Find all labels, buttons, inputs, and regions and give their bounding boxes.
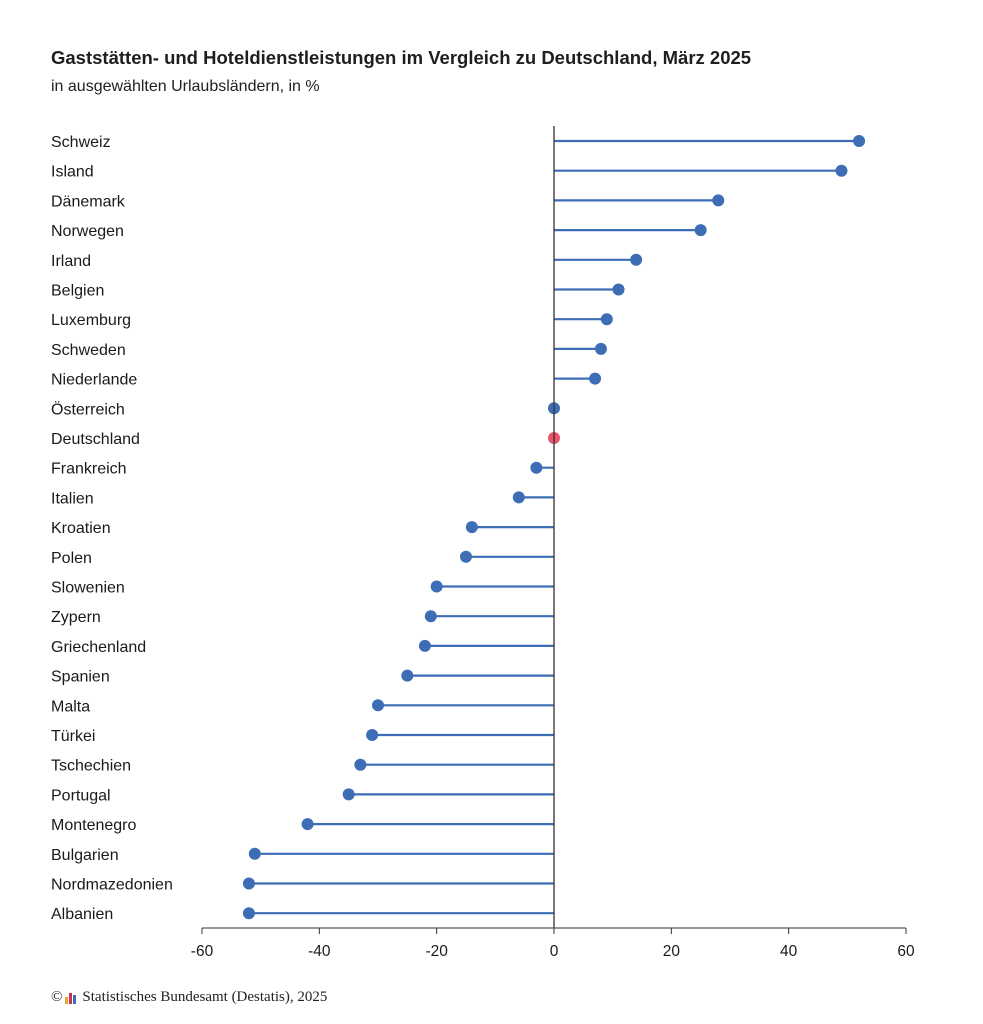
dots-group bbox=[242, 135, 866, 920]
data-dot-25 bbox=[242, 877, 255, 890]
category-label-23: Montenegro bbox=[51, 817, 136, 834]
category-label-4: Irland bbox=[51, 253, 91, 270]
x-tick-label-6: 60 bbox=[897, 943, 915, 960]
data-dot-19 bbox=[372, 699, 384, 712]
chart-title: Gaststätten- und Hoteldienstleistungen i… bbox=[51, 47, 752, 68]
logo-bar-2 bbox=[69, 992, 73, 1004]
category-label-12: Italien bbox=[51, 490, 94, 507]
category-label-15: Slowenien bbox=[51, 580, 125, 597]
data-dot-22 bbox=[342, 788, 355, 801]
data-dot-8 bbox=[589, 372, 602, 385]
data-dot-5 bbox=[612, 283, 625, 296]
data-dot-21 bbox=[354, 758, 367, 771]
category-label-13: Kroatien bbox=[51, 520, 111, 537]
category-label-9: Österreich bbox=[51, 400, 125, 418]
category-label-18: Spanien bbox=[51, 669, 110, 686]
data-dot-13 bbox=[465, 521, 478, 534]
source-note: © Statistisches Bundesamt (Destatis), 20… bbox=[51, 989, 327, 1006]
data-dot-7 bbox=[594, 342, 607, 355]
category-label-7: Schweden bbox=[51, 342, 126, 359]
data-dot-0 bbox=[853, 135, 866, 147]
category-label-17: Griechenland bbox=[51, 639, 146, 656]
logo-bar-3 bbox=[73, 994, 77, 1004]
source-text: Statistisches Bundesamt (Destatis), 2025 bbox=[82, 989, 328, 1005]
category-label-8: Niederlande bbox=[51, 372, 137, 389]
stems-group bbox=[248, 139, 860, 915]
x-tick-label-1: -40 bbox=[308, 943, 331, 960]
category-label-1: Island bbox=[51, 164, 94, 181]
data-dot-23 bbox=[301, 818, 314, 831]
category-label-3: Norwegen bbox=[51, 223, 124, 240]
category-label-21: Tschechien bbox=[51, 758, 131, 775]
data-dot-14 bbox=[460, 550, 472, 563]
data-dot-24 bbox=[248, 847, 261, 860]
data-dot-18 bbox=[401, 669, 414, 682]
x-tick-label-4: 20 bbox=[663, 943, 681, 960]
x-tick-label-0: -60 bbox=[191, 943, 214, 960]
data-dot-3 bbox=[694, 224, 707, 237]
category-label-10: Deutschland bbox=[51, 431, 140, 448]
category-label-0: Schweiz bbox=[51, 134, 111, 151]
category-label-26: Albanien bbox=[51, 906, 113, 923]
data-dot-17 bbox=[418, 639, 431, 652]
category-labels-group: Schweiz Island Dänemark Norwegen Irland Belgi… bbox=[51, 134, 173, 923]
x-axis-group: -60 -40 -20 0 20 40 60 bbox=[191, 126, 915, 960]
data-dot-26 bbox=[242, 907, 255, 920]
copyright-symbol: © bbox=[51, 989, 63, 1005]
data-dot-12 bbox=[512, 491, 525, 504]
category-label-16: Zypern bbox=[51, 609, 101, 626]
category-label-19: Malta bbox=[51, 698, 90, 715]
data-dot-4 bbox=[630, 253, 643, 266]
destatis-logo-icon bbox=[65, 992, 77, 1004]
x-tick-label-2: -20 bbox=[425, 943, 448, 960]
category-label-5: Belgien bbox=[51, 283, 104, 300]
chart-subtitle: in ausgewählten Urlaubsländern, in % bbox=[51, 78, 320, 95]
data-dot-2 bbox=[712, 194, 725, 207]
data-dot-15 bbox=[430, 580, 443, 593]
x-tick-label-5: 40 bbox=[780, 943, 798, 960]
category-label-6: Luxemburg bbox=[51, 312, 131, 329]
category-label-24: Bulgarien bbox=[51, 847, 119, 864]
category-label-2: Dänemark bbox=[51, 193, 126, 210]
data-dot-1 bbox=[835, 164, 848, 177]
category-label-25: Nordmazedonien bbox=[51, 877, 173, 894]
data-dot-16 bbox=[424, 610, 437, 623]
category-label-20: Türkei bbox=[51, 728, 95, 745]
category-label-14: Polen bbox=[51, 550, 92, 567]
data-dot-20 bbox=[366, 729, 379, 741]
data-dot-6 bbox=[600, 313, 613, 326]
category-label-11: Frankreich bbox=[51, 461, 127, 478]
data-dot-11 bbox=[530, 461, 543, 474]
x-tick-label-3: 0 bbox=[550, 943, 559, 960]
logo-bar-1 bbox=[65, 996, 69, 1004]
category-label-22: Portugal bbox=[51, 787, 111, 804]
